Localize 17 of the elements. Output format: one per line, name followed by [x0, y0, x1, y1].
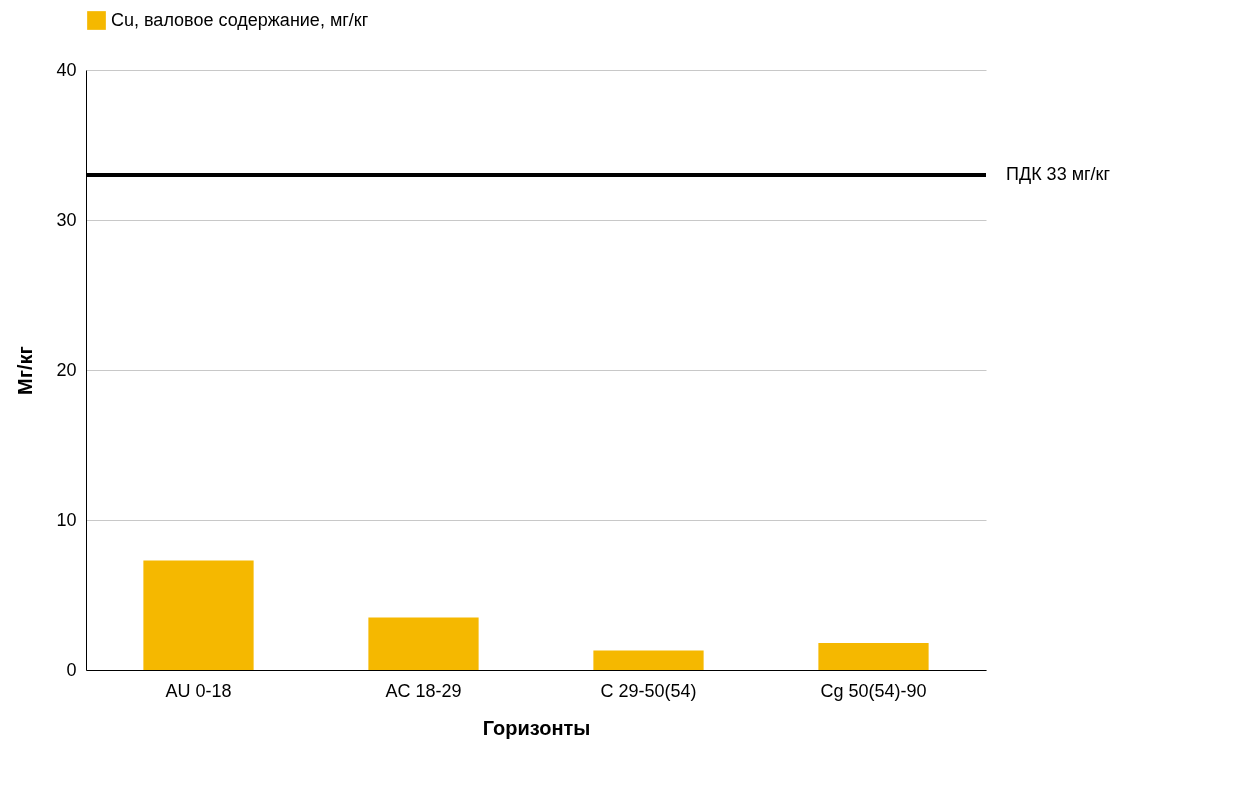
y-tick-label: 40: [56, 59, 77, 80]
y-tick-label: 0: [66, 659, 77, 680]
x-axis-title: Горизонты: [482, 716, 591, 739]
x-tick-label: AU 0-18: [165, 680, 232, 701]
x-tick-label: C 29-50(54): [600, 680, 697, 701]
bar: [593, 650, 704, 670]
ref-line-label: ПДК 33 мг/кг: [1006, 164, 1111, 184]
bar: [818, 643, 929, 670]
y-axis-title: Мг/кг: [14, 346, 37, 395]
y-tick-label: 10: [56, 509, 77, 530]
bar: [368, 617, 479, 670]
legend-label: Cu, валовое содержание, мг/кг: [111, 9, 369, 30]
y-tick-label: 20: [56, 359, 77, 380]
y-tick-label: 30: [56, 209, 77, 230]
x-tick-label: AC 18-29: [385, 680, 462, 701]
bar: [143, 560, 254, 670]
x-tick-label: Cg 50(54)-90: [820, 680, 927, 701]
